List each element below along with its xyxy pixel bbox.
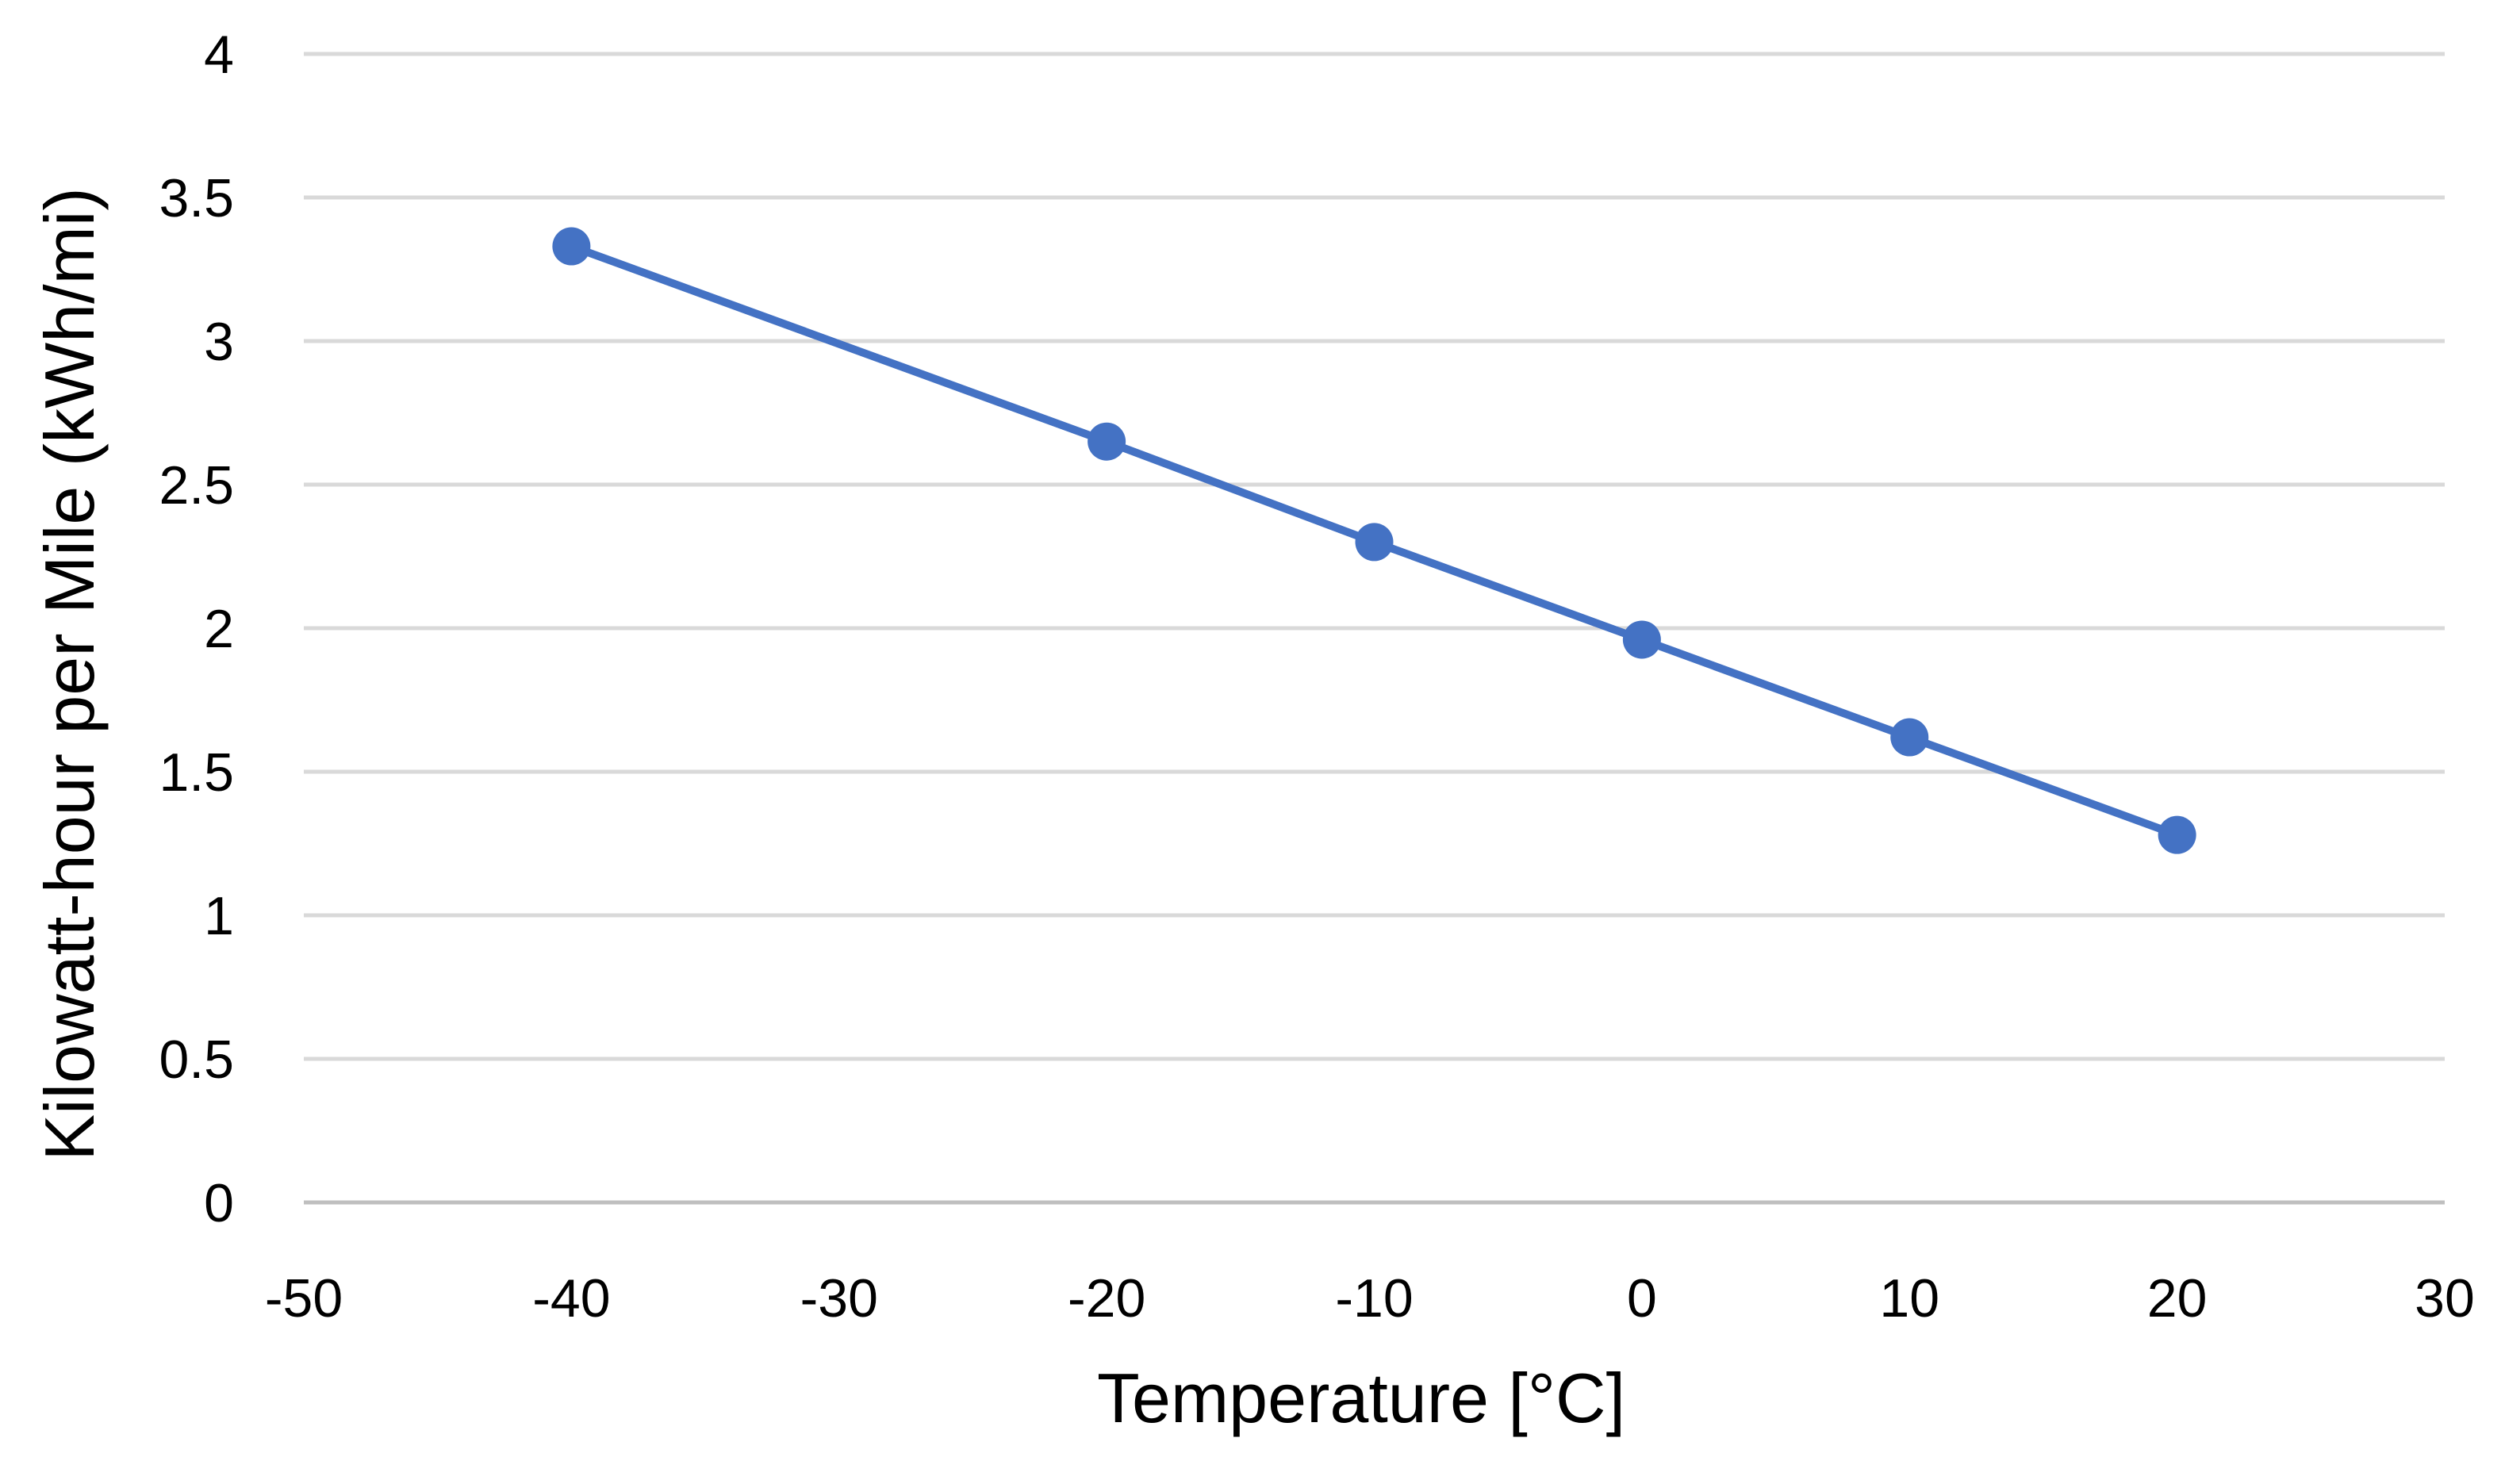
x-tick-label: 30 — [2415, 1268, 2475, 1329]
y-tick-label: 3.5 — [159, 168, 234, 228]
y-tick-label: 2 — [204, 599, 234, 659]
x-tick-label: 10 — [1879, 1268, 1939, 1329]
data-point — [1355, 523, 1394, 562]
y-tick-label: 2.5 — [159, 455, 234, 516]
y-tick-label: 0 — [204, 1173, 234, 1233]
y-tick-label: 4 — [204, 25, 234, 85]
x-tick-label: -20 — [1068, 1268, 1145, 1329]
y-tick-label: 1 — [204, 886, 234, 946]
y-tick-label: 0.5 — [159, 1030, 234, 1090]
y-tick-label: 3 — [204, 312, 234, 372]
gridlines — [304, 52, 2445, 1205]
data-point — [2158, 815, 2196, 854]
data-point — [552, 227, 591, 266]
series — [552, 227, 2196, 854]
data-point — [1088, 422, 1126, 461]
series-line — [567, 242, 2181, 839]
x-tick-label: -50 — [265, 1268, 343, 1329]
y-tick-label: 1.5 — [159, 742, 234, 803]
y-axis-title: Kilowatt-hour per Mile (kWh/mi) — [30, 187, 109, 1160]
x-tick-labels: -50 -40 -30 -20 -10 0 10 20 30 — [265, 1268, 2475, 1329]
y-tick-labels: 0 0.5 1 1.5 2 2.5 3 3.5 4 — [159, 25, 234, 1233]
x-axis-title: Temperature [°C] — [1097, 1359, 1625, 1437]
x-tick-label: -40 — [532, 1268, 610, 1329]
data-point — [1622, 620, 1661, 659]
x-tick-label: 0 — [1627, 1268, 1657, 1329]
data-point — [1890, 718, 1929, 757]
x-tick-label: -10 — [1335, 1268, 1413, 1329]
x-tick-label: -30 — [800, 1268, 878, 1329]
x-tick-label: 20 — [2147, 1268, 2208, 1329]
